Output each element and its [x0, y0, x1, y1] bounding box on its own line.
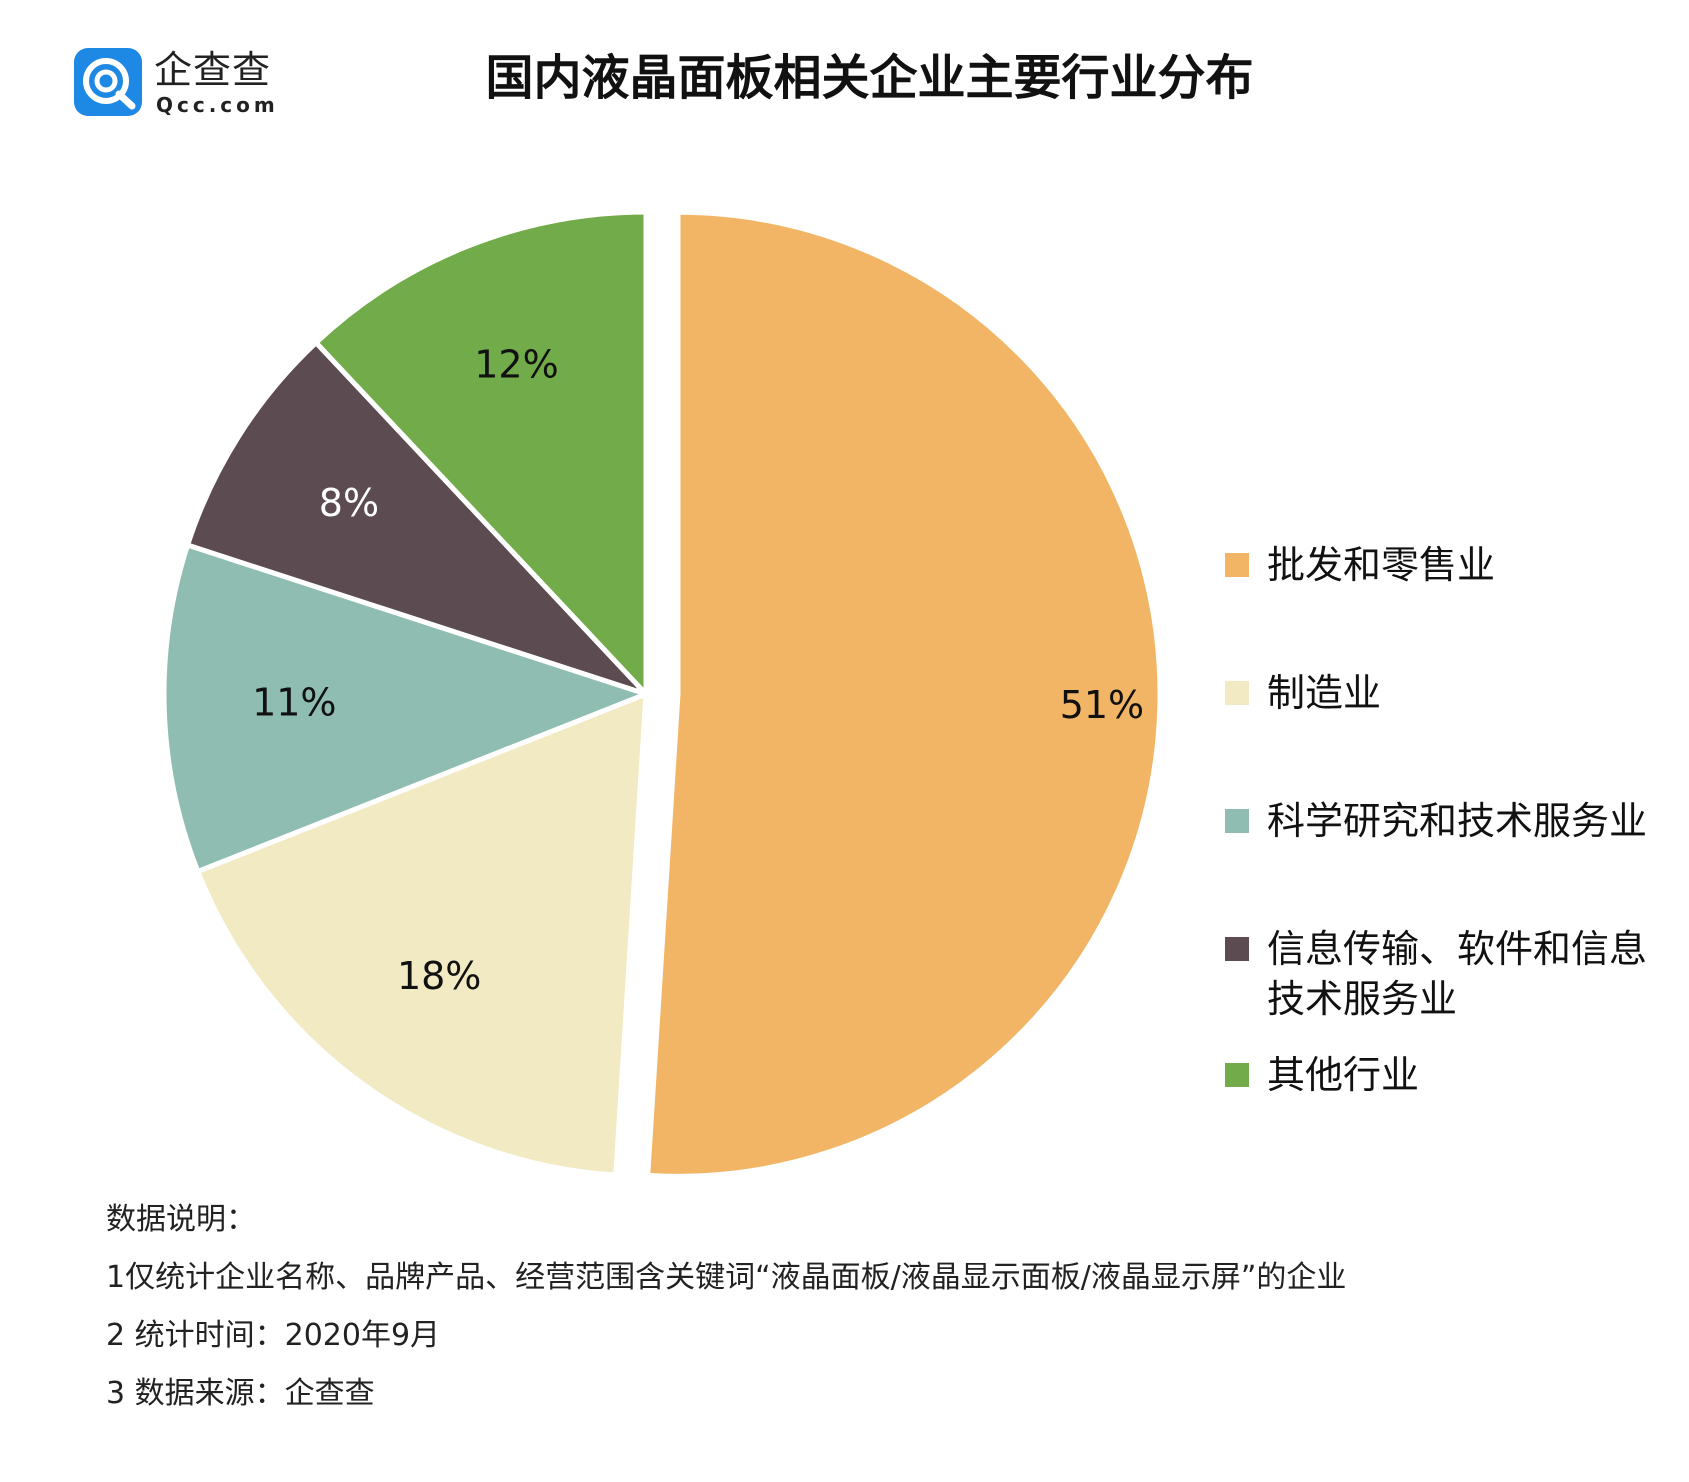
- chart-title: 国内液晶面板相关企业主要行业分布: [485, 50, 1254, 106]
- legend-label-2: 科学研究和技术服务业: [1267, 796, 1687, 846]
- legend-label-line1-4: 其他行业: [1267, 1053, 1420, 1097]
- pie-slice-label-3: 8%: [319, 481, 379, 525]
- pie-slice-2: [161, 542, 649, 874]
- legend-label-line1-0: 批发和零售业: [1267, 543, 1496, 587]
- note-line-1: 1仅统计企业名称、品牌产品、经营范围含关键词“液晶面板/液晶显示面板/液晶显示屏…: [106, 1260, 1347, 1295]
- note-line-3: 3 数据来源：企查查: [106, 1376, 375, 1411]
- pie-slice-1: [195, 691, 649, 1178]
- logo-text-cn: 企查查: [154, 48, 272, 92]
- legend-label-3: 信息传输、软件和信息 技术服务业: [1267, 924, 1687, 1024]
- legend-swatch-2: [1225, 809, 1249, 833]
- legend-label-0: 批发和零售业: [1267, 540, 1687, 590]
- legend-label-line1-3: 信息传输、软件和信息: [1267, 927, 1648, 971]
- legend-label-1: 制造业: [1267, 668, 1687, 718]
- legend-swatch-4: [1225, 1063, 1249, 1087]
- legend-swatch-3: [1225, 937, 1249, 961]
- logo: 企查查 Qcc.com: [74, 48, 294, 120]
- legend-swatch-0: [1225, 553, 1249, 577]
- pie-slice-label-2: 11%: [252, 681, 336, 725]
- pie-slices: [161, 209, 1163, 1179]
- legend-swatch-1: [1225, 681, 1249, 705]
- pie-slice-0: [645, 209, 1163, 1179]
- legend-label-line1-2: 科学研究和技术服务业: [1267, 799, 1648, 843]
- pie-slice-4: [313, 209, 649, 697]
- pie-slice-labels: 51% 18% 11% 8% 12%: [252, 342, 1144, 998]
- pie-slice-3: [185, 340, 649, 697]
- legend-label-4: 其他行业: [1267, 1050, 1687, 1100]
- legend-label-line2-3: 技术服务业: [1267, 977, 1458, 1021]
- notes-heading: 数据说明：: [106, 1202, 256, 1237]
- pie-slice-label-4: 12%: [474, 342, 558, 386]
- qcc-logo-icon: [74, 48, 142, 116]
- legend-label-line1-1: 制造业: [1267, 671, 1382, 715]
- note-line-2: 2 统计时间：2020年9月: [106, 1318, 441, 1353]
- pie-slice-label-1: 18%: [397, 954, 481, 998]
- pie-slice-label-0: 51%: [1060, 683, 1144, 727]
- logo-text-en: Qcc.com: [156, 93, 279, 117]
